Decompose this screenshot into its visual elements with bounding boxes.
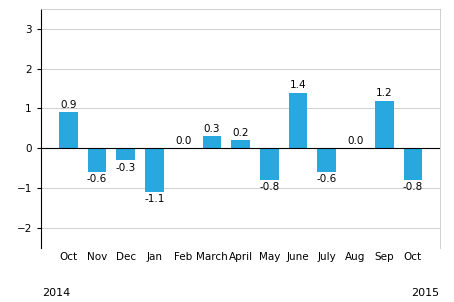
Text: -0.8: -0.8 <box>259 182 280 192</box>
Text: -0.6: -0.6 <box>87 175 107 185</box>
Bar <box>202 136 221 148</box>
Text: -1.1: -1.1 <box>144 194 165 204</box>
Bar <box>59 112 78 148</box>
Text: 0.2: 0.2 <box>232 128 249 138</box>
Bar <box>260 148 279 180</box>
Text: 0.3: 0.3 <box>204 124 220 134</box>
Text: 2015: 2015 <box>411 288 439 298</box>
Text: -0.6: -0.6 <box>316 175 337 185</box>
Text: 2014: 2014 <box>42 288 70 298</box>
Bar <box>231 140 250 148</box>
Text: -0.8: -0.8 <box>403 182 423 192</box>
Text: 1.2: 1.2 <box>376 88 393 98</box>
Text: -0.3: -0.3 <box>116 162 136 172</box>
Bar <box>88 148 106 172</box>
Text: 1.4: 1.4 <box>290 80 306 90</box>
Bar <box>116 148 135 160</box>
Text: 0.0: 0.0 <box>347 136 364 146</box>
Bar <box>317 148 336 172</box>
Text: 0.0: 0.0 <box>175 136 192 146</box>
Bar <box>404 148 422 180</box>
Bar <box>289 93 307 148</box>
Bar <box>375 101 394 148</box>
Bar <box>145 148 164 192</box>
Text: 0.9: 0.9 <box>60 100 77 110</box>
